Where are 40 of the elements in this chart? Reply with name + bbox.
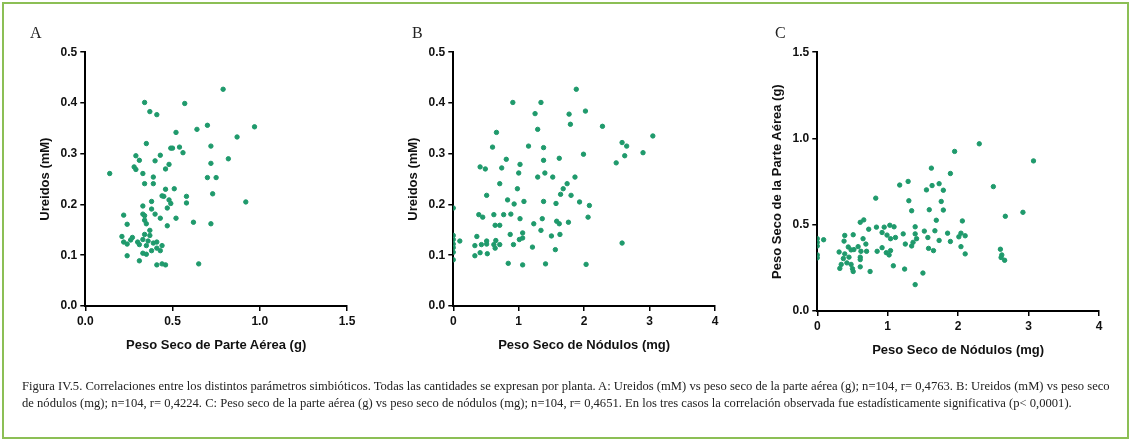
y-tick-label: 0.2 [428, 196, 446, 211]
y-tick-label: 0.4 [60, 95, 78, 110]
y-tick-label: 1.5 [792, 44, 810, 59]
x-tick-label: 3 [646, 313, 654, 328]
chart-title: B [412, 24, 423, 42]
x-tick-label: 4 [711, 313, 719, 328]
x-tick-label: 0 [813, 318, 821, 333]
x-tick-label: 2 [954, 318, 962, 333]
y-axis-title: Ureidos (mM) [37, 137, 53, 221]
chart-title: A [30, 24, 42, 42]
y-tick-label: 0.5 [428, 44, 446, 59]
x-tick-label: 0.5 [164, 313, 182, 328]
x-tick-label: 3 [1025, 318, 1033, 333]
y-tick-label: 0.2 [60, 196, 78, 211]
x-tick-label: 4 [1095, 318, 1103, 333]
y-tick-label: 0.4 [428, 95, 446, 110]
chart-title: C [775, 24, 786, 42]
y-axis-title: Ureidos (mM) [405, 137, 421, 221]
y-tick-label: 0.5 [60, 44, 78, 59]
x-tick-label: 0.0 [76, 313, 94, 328]
y-tick-label: 0.3 [60, 146, 78, 161]
y-tick-label: 0.1 [60, 247, 78, 262]
text: Figura IV.5. Correlaciones entre los distintos parámetros simbióticos. Todas las cantidades se expresan por planta. A: Ureidos (mM) vs peso seco de la parte aérea (g); n=104, r= 0,4763. B: Ureidos (mM) vs peso seco de nódulos (mg); n=104, r= 0,4224. C: Peso seco de la parte aérea (g) vs peso seco de nódulos (mg); n=104, r= 0,4651. En los tres casos la correlación observada fue estadísticamente significativa (p< 0,0001). [22, 378, 1111, 412]
y-tick-label: 0.1 [428, 247, 446, 262]
x-axis-title: Peso Seco de Nódulos (mg) [498, 336, 671, 352]
y-tick-label: 0.5 [792, 217, 810, 232]
x-tick-label: 1 [884, 318, 892, 333]
y-tick-label: 1.0 [792, 130, 810, 145]
x-axis-title: Peso Seco de Parte Aérea (g) [126, 336, 307, 352]
x-tick-label: 2 [580, 313, 588, 328]
y-axis-title: Peso Seco de la Parte Aérea (g) [769, 84, 785, 279]
y-tick-label: 0.0 [792, 303, 810, 318]
y-tick-label: 0.0 [60, 298, 78, 313]
x-tick-label: 1.5 [338, 313, 356, 328]
x-tick-label: 1 [515, 313, 523, 328]
y-tick-label: 0.0 [428, 298, 446, 313]
y-tick-label: 0.3 [428, 146, 446, 161]
x-tick-label: 1.0 [251, 313, 269, 328]
x-axis-title: Peso Seco de Nódulos (mg) [872, 341, 1045, 357]
x-tick-label: 0 [449, 313, 457, 328]
